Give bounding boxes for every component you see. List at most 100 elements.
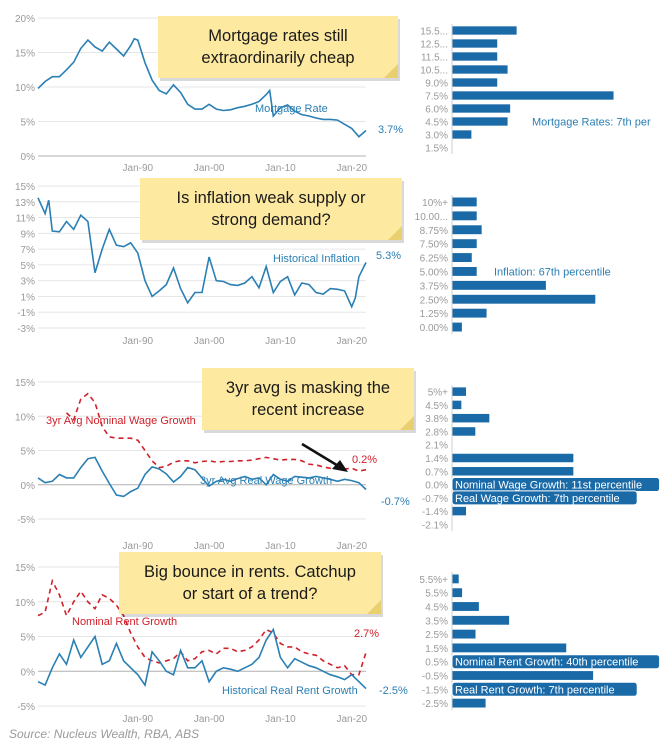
sticky-note: 3yr avg is masking the recent increase	[202, 368, 416, 433]
series-label: Historical Inflation	[273, 253, 360, 265]
x-tick-label: Jan-90	[123, 714, 154, 725]
bar-category-label: 2.1%	[425, 441, 448, 452]
percentile-badge	[451, 681, 638, 697]
histogram-bar	[452, 280, 546, 290]
bar-category-label: 1.5%	[425, 644, 448, 655]
series-label: -2.5%	[379, 685, 408, 697]
bar-category-label: 0.7%	[425, 467, 448, 478]
bar-category-label: 4.5%	[425, 118, 448, 129]
y-tick-label: 15%	[15, 49, 35, 60]
histogram-bar	[452, 117, 508, 126]
note-text: strong demand?	[211, 211, 330, 229]
note-text: 3yr avg is masking the	[226, 379, 390, 397]
x-tick-label: Jan-20	[336, 541, 367, 552]
bar-category-label: -0.5%	[422, 672, 448, 683]
histogram-bar	[452, 211, 477, 221]
y-tick-label: 5%	[21, 261, 36, 272]
x-tick-label: Jan-10	[265, 336, 296, 347]
series-label: 3.7%	[378, 124, 403, 136]
histogram-bar	[452, 267, 477, 276]
histogram-bar	[452, 602, 479, 611]
series-line-mortgage-rate	[37, 37, 367, 138]
bar-category-label: 5.5%+	[419, 575, 448, 586]
histogram-bar	[452, 65, 508, 74]
bar-category-label: 11.5...	[421, 53, 448, 64]
y-tick-label: 5%	[21, 447, 36, 458]
series-label: 3yr Avg Nominal Wage Growth	[46, 415, 196, 427]
histogram-bar	[452, 643, 567, 653]
bar-category-label: 3.0%	[425, 131, 448, 142]
y-tick-label: 15%	[15, 378, 35, 389]
x-tick-label: Jan-00	[194, 163, 225, 174]
bar-category-label: 9.0%	[425, 79, 448, 90]
histogram-bar	[452, 308, 487, 318]
y-tick-label: -5%	[17, 515, 35, 526]
y-tick-label: -5%	[17, 702, 35, 713]
percentile-badge	[451, 490, 638, 506]
x-tick-label: Jan-10	[265, 163, 296, 174]
y-tick-label: 5%	[21, 633, 36, 644]
series-line-historical-real-rent-growth	[37, 627, 367, 690]
bar-category-label: -1.4%	[422, 507, 448, 518]
bar-category-label: 0.00%	[420, 323, 448, 334]
series-line-nominal-rent-growth	[37, 578, 367, 676]
histogram-bar	[452, 427, 476, 436]
bar-category-label: 1.5%	[425, 144, 448, 155]
series-line-historical-inflation	[37, 197, 367, 309]
histogram-bar	[452, 197, 477, 207]
bar-category-label: -0.7%	[422, 494, 448, 505]
note-text: Is inflation weak supply or	[177, 189, 366, 207]
bar-category-label: 4.5%	[425, 401, 448, 412]
panel-2: 15% 13% 11% 9% 7% 5% 3% 1% -1% -3% Jan-90 Jan-00 Jan…	[15, 178, 611, 347]
bar-category-label: 3.75%	[420, 281, 448, 292]
y-tick-label: 13%	[15, 198, 35, 209]
bar-category-label: -2.1%	[422, 520, 448, 531]
bar-category-label: 10.5...	[420, 66, 448, 77]
x-tick-label: Jan-00	[194, 336, 225, 347]
histogram-bar	[452, 629, 476, 639]
panel-4: 15% 10% 5% 0% -5% Jan-90 Jan-00 Jan-10 Jan-20 5.5…	[15, 552, 661, 725]
sticky-note: Is inflation weak supply or strong demand…	[140, 178, 404, 243]
y-tick-label: -1%	[17, 308, 35, 319]
bar-category-label: 1.4%	[425, 454, 448, 465]
bar-category-label: 5.00%	[420, 267, 448, 278]
series-line-3yr-avg-real-wage-growth	[37, 456, 367, 498]
series-label: 3yr Avg Real Wage Growth	[200, 475, 332, 487]
panel-3: 15% 10% 5% 0% -5% Jan-90 Jan-00 Jan-10 Jan-20 5%+…	[15, 368, 661, 552]
y-tick-label: 10%	[15, 598, 35, 609]
bar-category-label: 12.5...	[420, 40, 448, 51]
note-text: Mortgage rates still	[208, 27, 347, 45]
x-tick-label: Jan-00	[194, 541, 225, 552]
series-label: 2.7%	[354, 628, 379, 640]
note-text: recent increase	[252, 401, 365, 419]
bar-category-label: 6.25%	[420, 254, 448, 265]
bar-category-label: 5.5%	[425, 589, 448, 600]
bar-category-label: 2.50%	[420, 295, 448, 306]
histogram-bar	[452, 574, 459, 584]
bar-category-label: 4.5%	[425, 603, 448, 614]
histogram-bar	[452, 26, 517, 35]
bar-category-label: -1.5%	[422, 685, 448, 696]
bar-category-label: 2.5%	[425, 630, 448, 641]
note-text: or start of a trend?	[183, 585, 318, 603]
x-tick-label: Jan-10	[265, 541, 296, 552]
y-tick-label: 15%	[15, 563, 35, 574]
histogram-bar	[452, 322, 462, 332]
bar-category-label: 8.75%	[420, 226, 448, 237]
series-label: Historical Real Rent Growth	[222, 685, 358, 697]
series-label: -0.7%	[381, 496, 410, 508]
arrow-head	[332, 460, 348, 472]
histogram-bar	[452, 104, 511, 113]
histogram-bar	[452, 400, 462, 410]
y-tick-label: 5%	[21, 118, 36, 129]
percentile-label: Nominal Rent Growth: 40th percentile	[455, 657, 638, 669]
histogram-bar	[452, 78, 498, 87]
series-label: 5.3%	[376, 250, 401, 262]
bar-category-label: 15.5...	[420, 27, 448, 38]
histogram-bar	[452, 39, 498, 48]
y-tick-label: 20%	[15, 14, 35, 25]
percentile-label: Real Wage Growth: 7th percentile	[455, 493, 620, 505]
histogram-bar	[452, 698, 486, 708]
note-text: extraordinarily cheap	[201, 49, 354, 67]
